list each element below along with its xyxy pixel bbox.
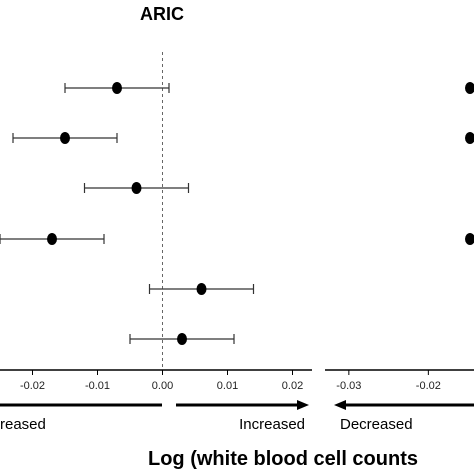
aric-panel-title: ARIC (140, 4, 184, 24)
point-estimate (465, 132, 474, 144)
aric-estimates (0, 82, 255, 345)
second-x-ticks: -0.03-0.02-0.( (336, 370, 441, 392)
point-estimate (465, 82, 474, 94)
second-panel: -0.03-0.02-0.( Decreased (325, 82, 474, 433)
x-tick-label: 0.02 (282, 380, 303, 392)
aric-panel: ARIC -0.02 -0.01 0.00 0.01 0.02 reased Incre… (0, 4, 312, 433)
x-tick-label: -0.02 (416, 380, 441, 392)
decreased-label-2: Decreased (340, 416, 413, 433)
point-estimate (196, 283, 207, 295)
x-tick-label: -0.02 (20, 380, 45, 392)
x-tick-label: 0.01 (217, 380, 238, 392)
point-estimate (177, 333, 187, 345)
decreased-label: reased (0, 416, 46, 433)
point-estimate (60, 132, 70, 144)
decreased-arrowhead (334, 400, 346, 410)
point-estimate (47, 233, 57, 245)
increased-arrowhead (297, 400, 309, 410)
point-estimate (131, 182, 142, 194)
x-axis-title: Log (white blood cell counts (148, 448, 418, 470)
x-tick-label: -0.03 (336, 380, 361, 392)
point-estimate (465, 233, 474, 245)
aric-x-ticks: -0.02 -0.01 0.00 0.01 0.02 (20, 370, 303, 392)
point-estimate (112, 82, 122, 94)
x-tick-label: -0.01 (85, 380, 110, 392)
x-tick-label: 0.00 (152, 380, 173, 392)
increased-label: Increased (239, 416, 305, 433)
second-panel-estimates (465, 82, 474, 245)
